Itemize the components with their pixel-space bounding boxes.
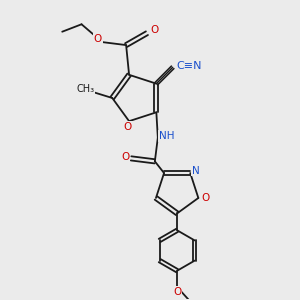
Text: CH₃: CH₃ [76, 84, 94, 94]
Text: O: O [202, 193, 210, 203]
Text: C≡N: C≡N [176, 61, 202, 71]
Text: O: O [173, 286, 181, 296]
Text: NH: NH [159, 131, 175, 141]
Text: O: O [150, 25, 158, 35]
Text: O: O [121, 152, 129, 162]
Text: N: N [192, 166, 200, 176]
Text: O: O [124, 122, 132, 131]
Text: O: O [94, 34, 102, 44]
